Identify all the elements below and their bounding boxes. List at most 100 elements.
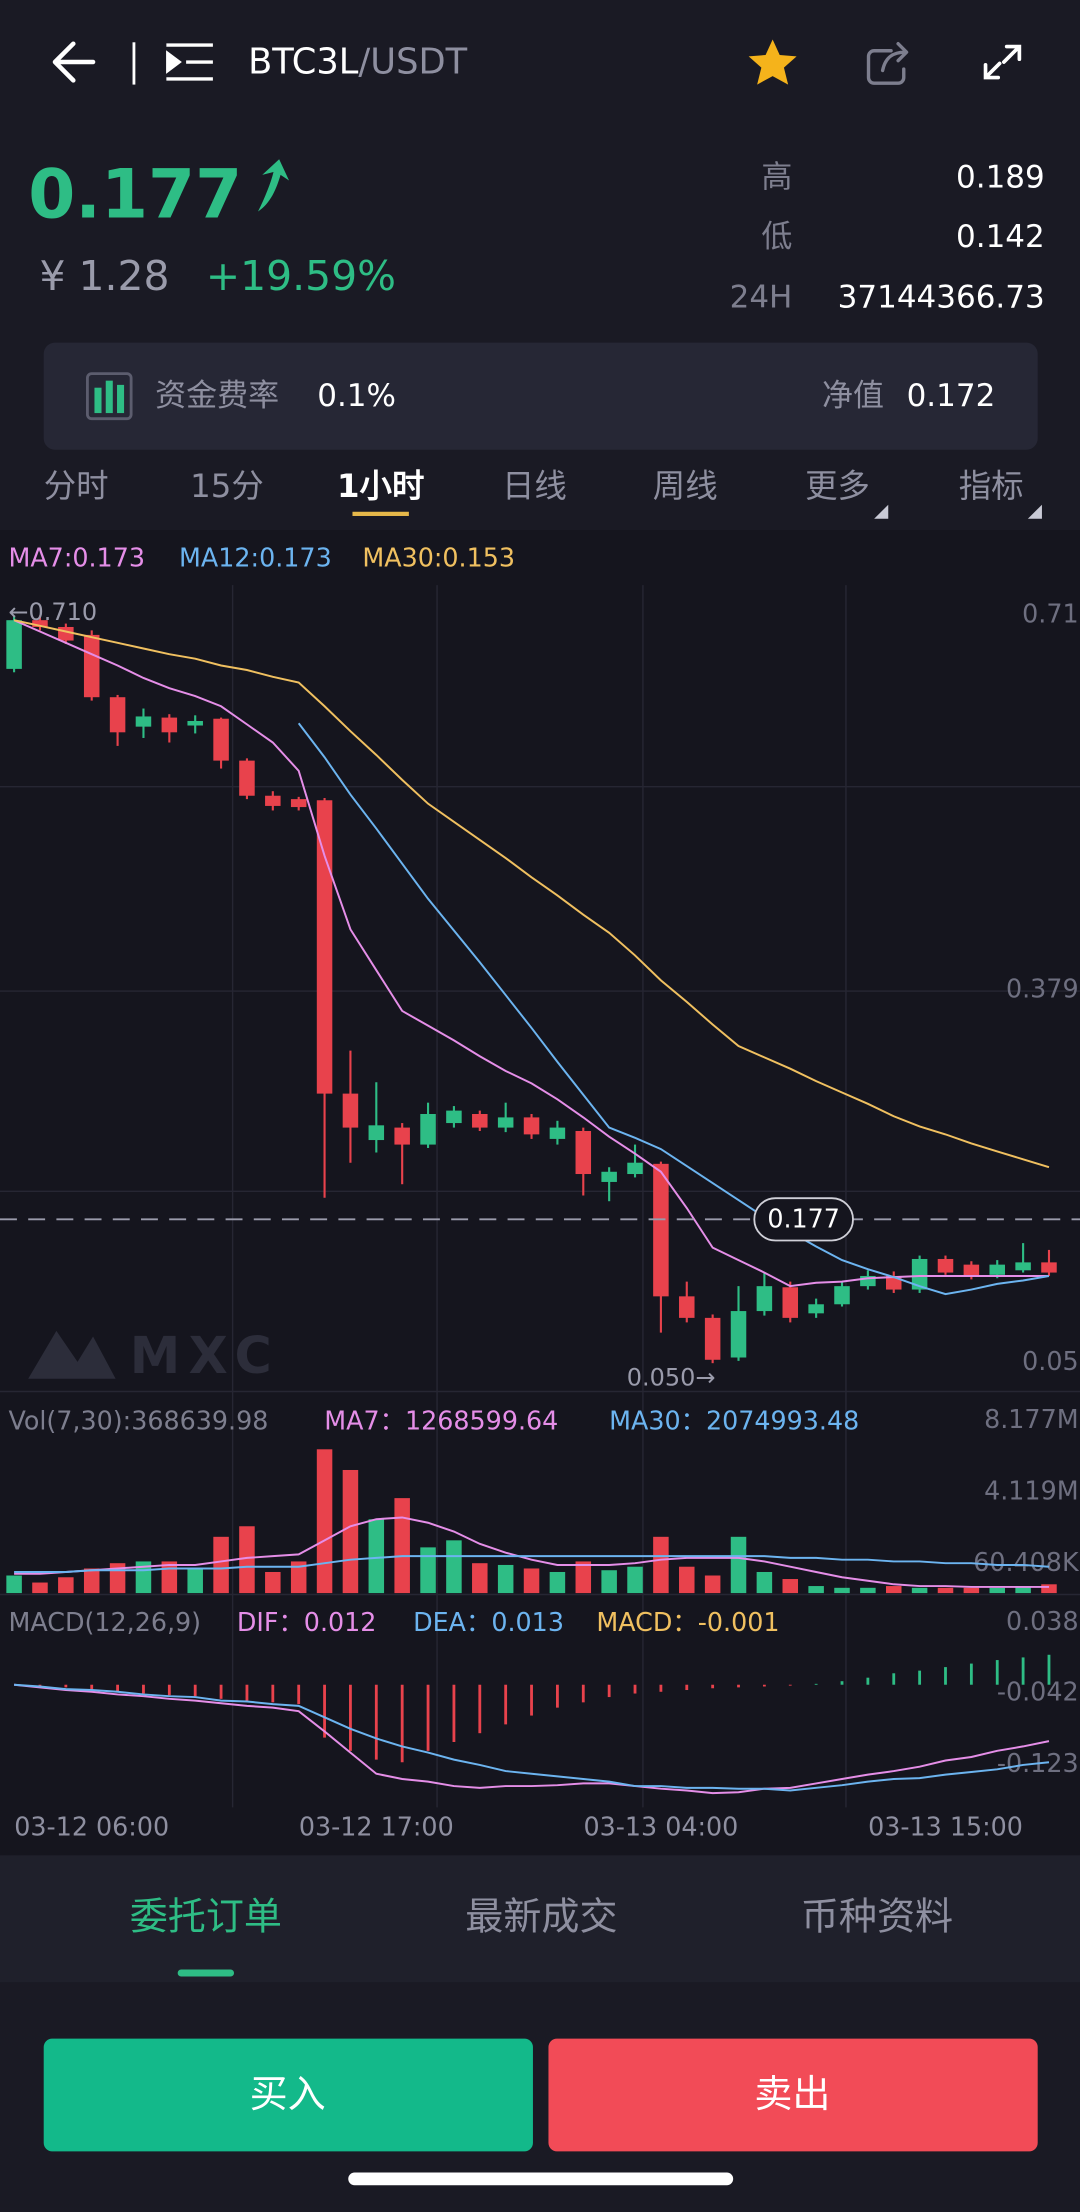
candle-body	[109, 697, 126, 733]
sell-button-bg	[548, 2038, 1038, 2152]
fullscreen-icon	[983, 44, 1022, 80]
candle-body	[290, 799, 307, 808]
volume-bar	[6, 1575, 22, 1594]
volume-bar	[83, 1568, 100, 1594]
volume-bar	[239, 1526, 255, 1594]
candle-body	[704, 1317, 721, 1360]
menu-icon	[166, 43, 213, 81]
candle-body	[834, 1286, 850, 1305]
period-tab[interactable]: 指标	[959, 467, 1024, 505]
candle-body	[1015, 1262, 1031, 1271]
volume-bar	[963, 1587, 980, 1594]
sell-label: 卖出	[754, 2072, 830, 2116]
nav-label: 净值	[822, 378, 884, 414]
candle-body	[860, 1275, 876, 1287]
icon-bar	[94, 387, 102, 414]
volume-bar	[497, 1564, 514, 1594]
ma-line	[13, 619, 1050, 1169]
funding-icon	[86, 372, 133, 421]
volume-bar	[679, 1566, 695, 1594]
candle-body	[549, 1127, 566, 1139]
candle-body	[239, 760, 255, 796]
ma-legend: MA12:0.173	[179, 543, 332, 573]
macd-legend: DIF：0.012	[237, 1607, 377, 1637]
volume-bar	[446, 1540, 462, 1594]
stat-label: 24H	[730, 279, 793, 315]
macd-legend: DEA：0.013	[413, 1607, 564, 1637]
period-tab[interactable]: 1小时	[337, 467, 424, 505]
dropdown-triangle	[1027, 504, 1042, 519]
pair-title[interactable]: BTC3L/USDT	[248, 41, 467, 82]
stat-label: 高	[761, 160, 792, 196]
volume-bar	[213, 1536, 229, 1594]
candle-body	[135, 716, 152, 727]
candle-body	[679, 1296, 695, 1318]
candle-body	[575, 1130, 592, 1175]
bottom-tab[interactable]: 最新成交	[465, 1894, 617, 1938]
period-tab[interactable]: 更多	[805, 467, 870, 505]
buy-button-bg	[43, 2038, 533, 2152]
candle-body	[808, 1304, 824, 1314]
period-tab[interactable]: 周线	[653, 467, 718, 505]
candle-body	[420, 1113, 436, 1145]
time-label: 03-12 06:00	[14, 1812, 169, 1842]
buy-button[interactable]: 买入	[43, 2038, 533, 2152]
grid	[0, 585, 1080, 1808]
candle-body	[187, 720, 203, 726]
last-price-label: 0.177	[767, 1204, 840, 1234]
bottom-tab[interactable]: 委托订单	[130, 1894, 282, 1938]
candle-body	[161, 717, 178, 733]
pair-symbol: BTC3L	[248, 41, 359, 82]
bottom-tab-underline	[177, 1969, 235, 1977]
cny-price: ¥ 1.28	[39, 252, 169, 300]
share-icon	[866, 42, 909, 85]
candle-body	[497, 1117, 514, 1128]
volume-bar	[653, 1536, 669, 1594]
fullscreen-button[interactable]	[983, 44, 1022, 80]
period-tab[interactable]: 分时	[44, 467, 109, 505]
volume-bar	[1015, 1586, 1031, 1594]
candle-body	[782, 1287, 799, 1318]
last-price: 0.177	[28, 154, 242, 233]
volume-bar	[1041, 1584, 1057, 1594]
dea-line	[14, 1683, 1050, 1792]
volume-bar	[342, 1469, 359, 1594]
volume-bar	[601, 1570, 617, 1594]
ma-legend: MA30:0.153	[362, 543, 515, 573]
candle-body	[601, 1171, 617, 1182]
candle-body	[963, 1264, 980, 1276]
period-tab[interactable]: 15分	[190, 467, 264, 505]
back-button[interactable]	[52, 41, 96, 83]
last-price-bubble[interactable]	[753, 1197, 854, 1242]
candle-body	[653, 1163, 669, 1297]
volume-bar	[58, 1577, 74, 1594]
menu-button[interactable]	[166, 43, 213, 81]
sell-button[interactable]: 卖出	[548, 2038, 1038, 2152]
volume-bar	[187, 1568, 203, 1594]
macd-axis-label: 0.038	[1006, 1606, 1079, 1636]
buy-label: 买入	[250, 2072, 326, 2116]
watermark-logo	[28, 1330, 116, 1379]
chart-area	[0, 530, 1080, 1856]
volume-axis-label: 8.177M	[984, 1404, 1078, 1434]
low-marker: 0.050→	[627, 1364, 716, 1392]
time-label: 03-13 15:00	[868, 1812, 1023, 1842]
candle-body	[6, 620, 22, 669]
candle-body	[446, 1110, 462, 1124]
bottom-tab[interactable]: 币种资料	[801, 1894, 953, 1938]
favorite-star[interactable]	[748, 39, 797, 85]
volume-axis-label: 4.119M	[984, 1475, 1078, 1505]
stat-label: 低	[761, 219, 792, 255]
candle-body	[265, 795, 281, 806]
icon-bar	[117, 384, 125, 414]
funding-value: 0.1%	[317, 378, 396, 414]
ma-line	[297, 722, 1050, 1296]
period-tab[interactable]: 日线	[502, 467, 567, 505]
candle-body	[472, 1113, 488, 1128]
share-button[interactable]	[866, 42, 909, 85]
tab-bar	[0, 1855, 1080, 1983]
volume-bar	[523, 1568, 540, 1594]
high-marker: ←0.710	[8, 598, 97, 626]
macd-legend: MACD：-0.001	[596, 1607, 779, 1637]
